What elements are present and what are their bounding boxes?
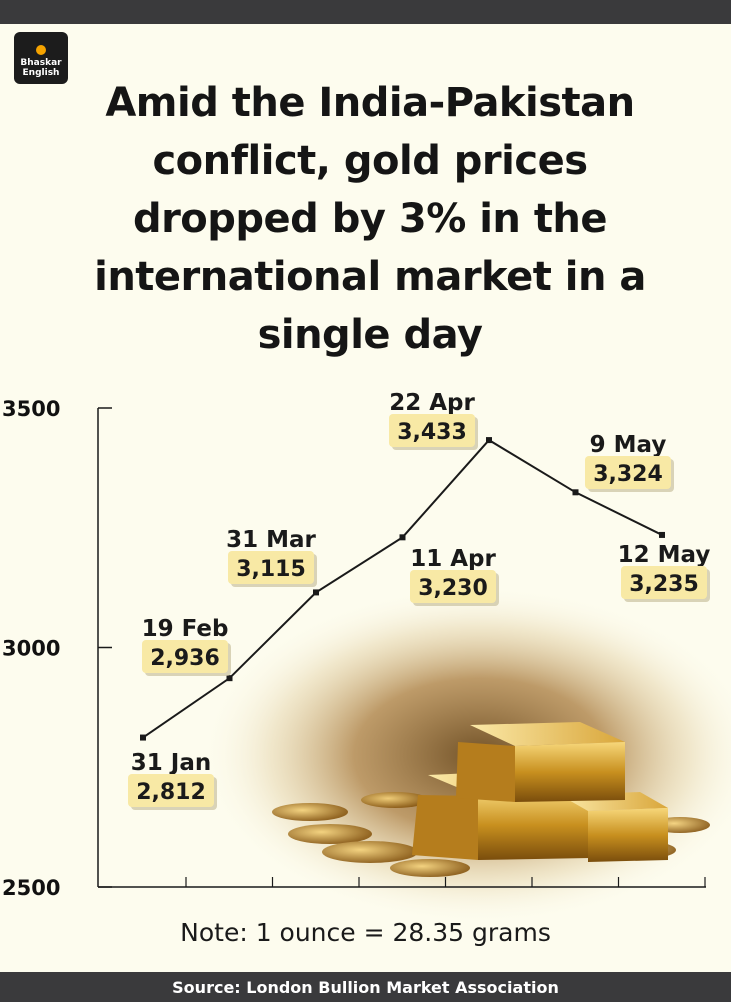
logo-dot-icon — [36, 45, 46, 55]
logo-line2: English — [22, 68, 60, 78]
data-points — [140, 437, 665, 741]
data-point-6 — [659, 531, 665, 538]
value-label-5: 3,324 — [593, 462, 663, 487]
data-point-2 — [313, 589, 319, 596]
top-bar — [0, 0, 731, 24]
data-labels: 31 Jan 2,812 19 Feb 2,936 31 Mar 3,115 11 Apr 3… — [128, 390, 710, 810]
value-label-2: 3,115 — [236, 557, 306, 582]
data-point-3 — [399, 534, 406, 541]
data-point-0 — [140, 734, 146, 741]
headline: Amid the India-Pakistan conflict, gold p… — [94, 80, 646, 358]
conversion-note: Note: 1 ounce = 28.35 grams — [180, 918, 551, 947]
y-tick-label-3000: 3000 — [2, 637, 60, 661]
value-label-3: 3,230 — [418, 576, 488, 601]
y-tick-label-2500: 2500 — [2, 876, 60, 900]
date-label-5: 9 May — [590, 432, 667, 458]
source-bar: Source: London Bullion Market Associatio… — [0, 972, 731, 1002]
date-label-2: 31 Mar — [226, 527, 316, 553]
date-label-6: 12 May — [618, 542, 711, 568]
y-axis-ticks: 3500 3000 2500 — [2, 397, 112, 900]
data-point-4 — [486, 437, 492, 444]
value-box-5 — [585, 456, 671, 489]
source-text: Source: London Bullion Market Associatio… — [172, 977, 559, 997]
data-point-5 — [572, 489, 579, 496]
value-box-2 — [228, 551, 314, 584]
date-label-3: 11 Apr — [410, 546, 496, 572]
value-box-0 — [128, 774, 214, 807]
bhaskar-english-logo: Bhaskar English — [14, 32, 68, 84]
date-label-4: 22 Apr — [389, 390, 475, 416]
value-box-3 — [410, 570, 496, 603]
value-label-4: 3,433 — [397, 420, 467, 445]
value-label-6: 3,235 — [629, 572, 699, 597]
value-box-4 — [389, 414, 475, 447]
value-label-1: 2,936 — [150, 646, 220, 671]
date-label-0: 31 Jan — [131, 750, 211, 776]
data-point-1 — [226, 675, 233, 682]
gold-bars-illustration — [200, 585, 731, 925]
logo-line1: Bhaskar — [20, 58, 62, 68]
date-label-1: 19 Feb — [142, 616, 229, 642]
value-label-0: 2,812 — [136, 780, 206, 805]
value-box-1 — [142, 640, 228, 673]
value-box-6 — [621, 566, 707, 599]
y-tick-label-3500: 3500 — [2, 397, 60, 421]
x-axis-ticks — [185, 877, 706, 887]
